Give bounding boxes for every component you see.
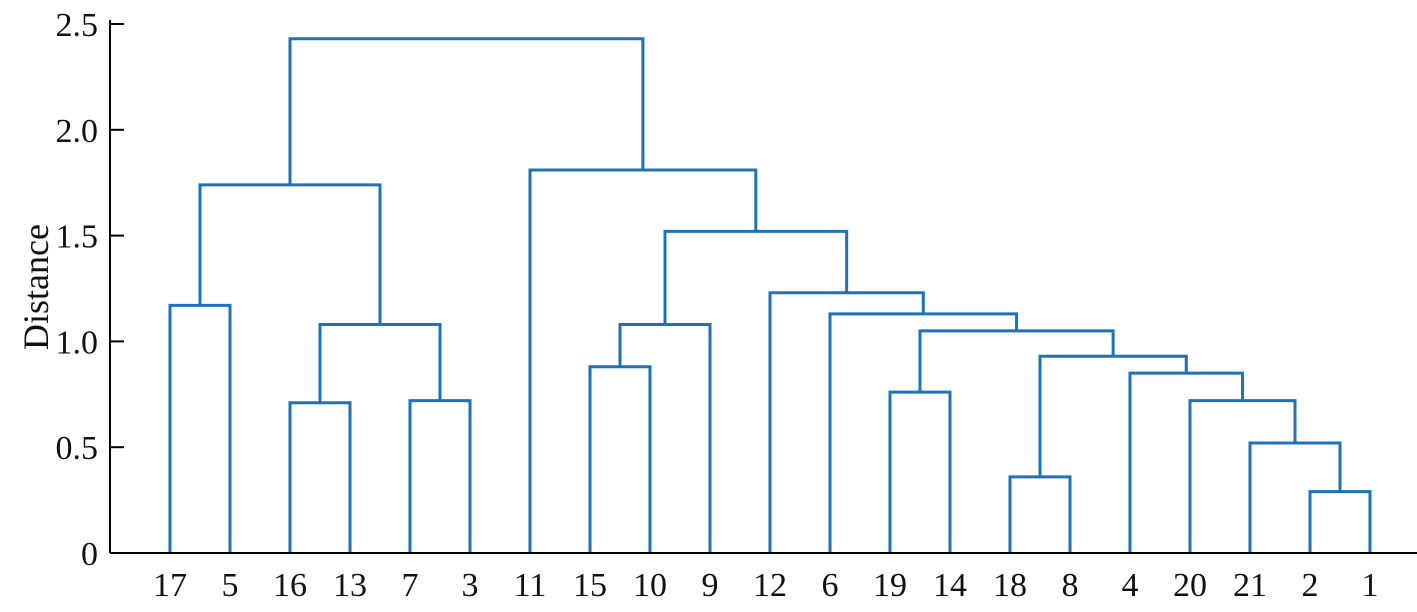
y-tick-label: 2.5 [56, 7, 99, 44]
y-tick-label: 1.0 [56, 324, 99, 361]
merge-link [588, 365, 652, 553]
y-tick-label: 2.0 [56, 113, 99, 150]
merge-link [1188, 399, 1297, 553]
x-axis-leaf-labels: 17 5 16 13 7 3 11 15 10 9 12 6 19 14 18 8 4 20 21 2 1 [153, 567, 1379, 604]
merge-link [198, 183, 382, 325]
leaf-label: 12 [753, 567, 787, 604]
dendrogram-links [168, 37, 1372, 553]
merge-link [168, 303, 232, 553]
merge-link [618, 322, 712, 553]
leaf-label: 2 [1302, 567, 1319, 604]
y-axis-ticks: 0 0.5 1.0 1.5 2.0 2.5 [56, 7, 124, 573]
merge-link [888, 390, 952, 553]
leaf-label: 3 [462, 567, 479, 604]
merge-link [288, 37, 645, 185]
leaf-label: 9 [702, 567, 719, 604]
leaf-label: 17 [153, 567, 187, 604]
leaf-label: 7 [402, 567, 419, 604]
y-axis [109, 20, 1417, 554]
leaf-label: 13 [333, 567, 367, 604]
leaf-label: 8 [1062, 567, 1079, 604]
merge-link [828, 312, 1019, 553]
leaf-label: 5 [222, 567, 239, 604]
leaf-label: 19 [873, 567, 907, 604]
merge-link [318, 322, 442, 403]
merge-link [1308, 490, 1372, 553]
leaf-label: 21 [1233, 567, 1267, 604]
y-axis-label: Distance [16, 224, 56, 350]
leaf-label: 20 [1173, 567, 1207, 604]
merge-link [918, 329, 1115, 393]
leaf-label: 4 [1122, 567, 1139, 604]
y-tick-label: 0.5 [56, 430, 99, 467]
y-tick-label: 1.5 [56, 219, 99, 256]
merge-link [528, 168, 758, 553]
merge-link [768, 291, 925, 553]
merge-link [663, 229, 849, 325]
merge-link [1008, 475, 1072, 553]
leaf-label: 10 [633, 567, 667, 604]
leaf-label: 18 [993, 567, 1027, 604]
merge-link [408, 399, 472, 553]
leaf-label: 15 [573, 567, 607, 604]
leaf-label: 1 [1362, 567, 1379, 604]
leaf-label: 11 [514, 567, 547, 604]
leaf-label: 16 [273, 567, 307, 604]
leaf-label: 6 [822, 567, 839, 604]
leaf-label: 14 [933, 567, 967, 604]
merge-link [288, 401, 352, 553]
y-tick-label: 0 [81, 536, 98, 573]
merge-link [1248, 441, 1342, 553]
